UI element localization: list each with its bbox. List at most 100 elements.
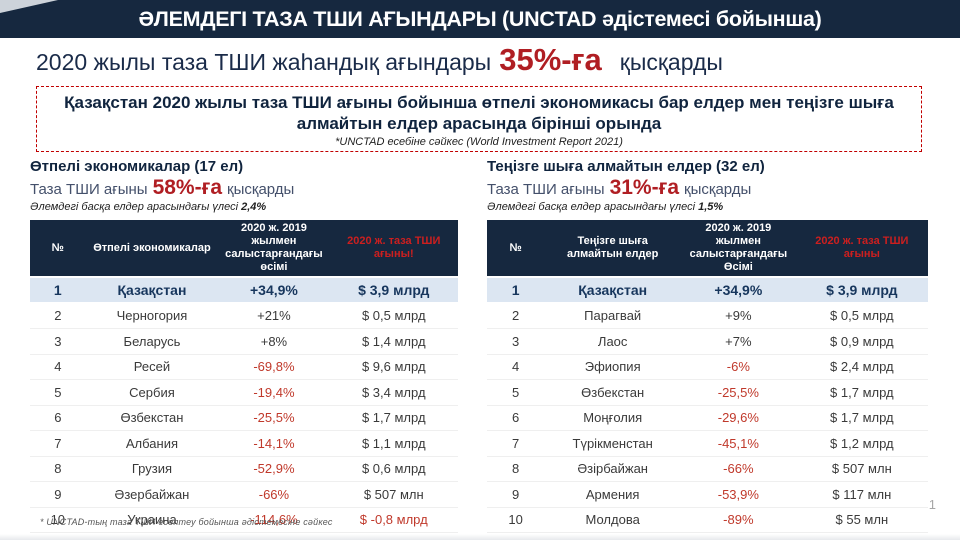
callout-text: Қазақстан 2020 жылы таза ТШИ ағыны бойын… <box>64 93 894 133</box>
country-cell: Армения <box>585 486 640 502</box>
rank-cell: 5 <box>54 384 62 400</box>
rank-cell: 5 <box>512 384 520 400</box>
transition-economies-table: № Өтпелі экономикалар 2020 ж. 2019 жылме… <box>30 220 458 533</box>
table-row: 9 Әзербайжан -66% $ 507 млн <box>30 482 458 508</box>
bottom-strip-decoration <box>0 534 960 540</box>
rank-cell: 9 <box>512 486 520 502</box>
country-cell: Өзбекстан <box>581 384 645 400</box>
country-cell: Әзірбайжан <box>577 461 648 477</box>
table-row: 5 Өзбекстан -25,5% $ 1,7 млрд <box>487 380 928 406</box>
change-cell: +8% <box>260 333 288 349</box>
subtitle-highlight: 35%-ға <box>499 42 602 77</box>
country-cell: Черногория <box>116 308 188 324</box>
table-row: 9 Армения -53,9% $ 117 млн <box>487 482 928 508</box>
table-row: 6 Өзбекстан -25,5% $ 1,7 млрд <box>30 405 458 431</box>
table-row: 1 Қазақстан +34,9% $ 3,9 млрд <box>487 278 928 304</box>
panel-stat-line: Таза ТШИ ағыны 58%-ға қысқарды <box>30 176 458 201</box>
share-note-text: Әлемдегі басқа елдер арасындағы үлесі <box>30 201 239 213</box>
subtitle: 2020 жылы таза ТШИ жаһандық ағындары 35%… <box>36 42 936 78</box>
rank-cell: 4 <box>512 359 520 375</box>
change-cell: +7% <box>725 333 752 349</box>
title-bar: ӘЛЕМДЕГІ ТАЗА ТШИ АҒЫНДАРЫ (UNCTAD әдіст… <box>0 0 960 38</box>
rank-cell: 2 <box>54 308 62 324</box>
value-cell: $ 1,7 млрд <box>830 410 894 426</box>
stat-prefix: Таза ТШИ ағыны <box>30 181 148 198</box>
rank-cell: 10 <box>50 512 66 528</box>
change-cell: -6% <box>726 359 750 375</box>
country-cell: Албания <box>125 435 179 451</box>
table-row: 2 Парагвай +9% $ 0,5 млрд <box>487 303 928 329</box>
country-cell: Ресей <box>133 359 171 375</box>
table-row: 3 Беларусь +8% $ 1,4 млрд <box>30 329 458 355</box>
table-row: 8 Әзірбайжан -66% $ 507 млн <box>487 456 928 482</box>
change-cell: -25,5% <box>717 384 759 400</box>
table-row: 3 Лаос +7% $ 0,9 млрд <box>487 329 928 355</box>
rank-cell: 4 <box>54 359 62 375</box>
change-cell: -66% <box>723 461 754 477</box>
rank-cell: 6 <box>512 410 520 426</box>
table-row: 7 Албания -14,1% $ 1,1 млрд <box>30 431 458 457</box>
footnote: * UNCTAD-тың таза ТШИ есептеу бойынша әд… <box>40 517 333 527</box>
country-cell: Сербия <box>129 384 175 400</box>
value-cell: $ 55 млн <box>835 512 889 528</box>
country-cell: Молдова <box>585 512 640 528</box>
value-cell: $ 1,4 млрд <box>361 333 426 349</box>
country-cell: Украина <box>127 512 177 528</box>
country-cell: Беларусь <box>123 333 181 349</box>
panel-landlocked-countries: Теңізге шыға алмайтын елдер (32 ел) Таза… <box>487 158 928 533</box>
change-cell: -52,9% <box>253 461 295 477</box>
callout-box: Қазақстан 2020 жылы таза ТШИ ағыны бойын… <box>36 86 922 152</box>
country-cell: Эфиопия <box>584 359 641 375</box>
rank-cell: 2 <box>512 308 520 324</box>
table-body: 1 Қазақстан +34,9% $ 3,9 млрд 2 Черногория +21… <box>30 278 458 533</box>
page-number: 1 <box>928 497 936 512</box>
change-cell: +34,9% <box>249 281 298 298</box>
value-cell: $ 507 млн <box>831 461 892 477</box>
change-cell: +34,9% <box>714 281 763 298</box>
share-note-text: Әлемдегі басқа елдер арасындағы үлесі <box>487 201 696 213</box>
header-country: Теңізге шыға алмайтын елдер <box>566 235 659 260</box>
stat-highlight: 31%-ға <box>609 176 680 199</box>
value-cell: $ 2,4 млрд <box>830 359 894 375</box>
panel-heading: Өтпелі экономикалар (17 ел) <box>30 158 244 175</box>
change-cell: -53,9% <box>717 486 759 502</box>
change-cell: -19,4% <box>253 384 295 400</box>
change-cell: -25,5% <box>253 410 295 426</box>
header-country: Өтпелі экономикалар <box>93 241 211 254</box>
table-row: 7 Түрікменстан -45,1% $ 1,2 млрд <box>487 431 928 457</box>
value-cell: $ 117 млн <box>832 486 892 502</box>
change-cell: -69,8% <box>253 359 295 375</box>
table-row: 6 Моңғолия -29,6% $ 1,7 млрд <box>487 405 928 431</box>
header-rank: № <box>509 241 522 254</box>
change-cell: -66% <box>258 486 290 502</box>
rank-cell: 8 <box>54 461 62 477</box>
landlocked-countries-table: № Теңізге шыға алмайтын елдер 2020 ж. 20… <box>487 220 928 533</box>
callout-source: *UNCTAD есебіне сәйкес (World Investment… <box>335 136 623 148</box>
stat-suffix: қысқарды <box>684 181 752 198</box>
value-cell: $ 1,7 млрд <box>830 384 894 400</box>
country-cell: Әзербайжан <box>114 486 190 502</box>
panel-transition-economies: Өтпелі экономикалар (17 ел) Таза ТШИ ағы… <box>30 158 458 533</box>
country-cell: Қазақстан <box>117 281 187 298</box>
header-change: 2020 ж. 2019 жылмен салыстарғандағы өсім… <box>225 222 323 273</box>
value-cell: $ 1,1 млрд <box>361 435 426 451</box>
country-cell: Қазақстан <box>578 281 648 298</box>
rank-cell: 3 <box>54 333 62 349</box>
slide-title: ӘЛЕМДЕГІ ТАЗА ТШИ АҒЫНДАРЫ (UNCTAD әдіст… <box>138 6 822 31</box>
panel-heading: Теңізге шыға алмайтын елдер (32 ел) <box>487 158 765 175</box>
value-cell: $ 0,5 млрд <box>361 308 426 324</box>
country-cell: Лаос <box>597 333 628 349</box>
table-row: 8 Грузия -52,9% $ 0,6 млрд <box>30 456 458 482</box>
change-cell: -45,1% <box>717 435 759 451</box>
header-value: 2020 ж. таза ТШИ ағыны <box>815 235 909 260</box>
value-cell: $ 0,9 млрд <box>830 333 894 349</box>
table-row: 4 Эфиопия -6% $ 2,4 млрд <box>487 354 928 380</box>
change-cell: -114,6% <box>250 512 298 528</box>
country-cell: Түрікменстан <box>572 435 653 451</box>
header-rank: № <box>51 241 64 254</box>
country-cell: Грузия <box>131 461 173 477</box>
value-cell: $ 0,6 млрд <box>361 461 426 477</box>
value-cell: $ 507 млн <box>363 486 424 502</box>
panel-stat-line: Таза ТШИ ағыны 31%-ға қысқарды <box>487 176 928 201</box>
subtitle-suffix: қысқарды <box>619 49 723 75</box>
